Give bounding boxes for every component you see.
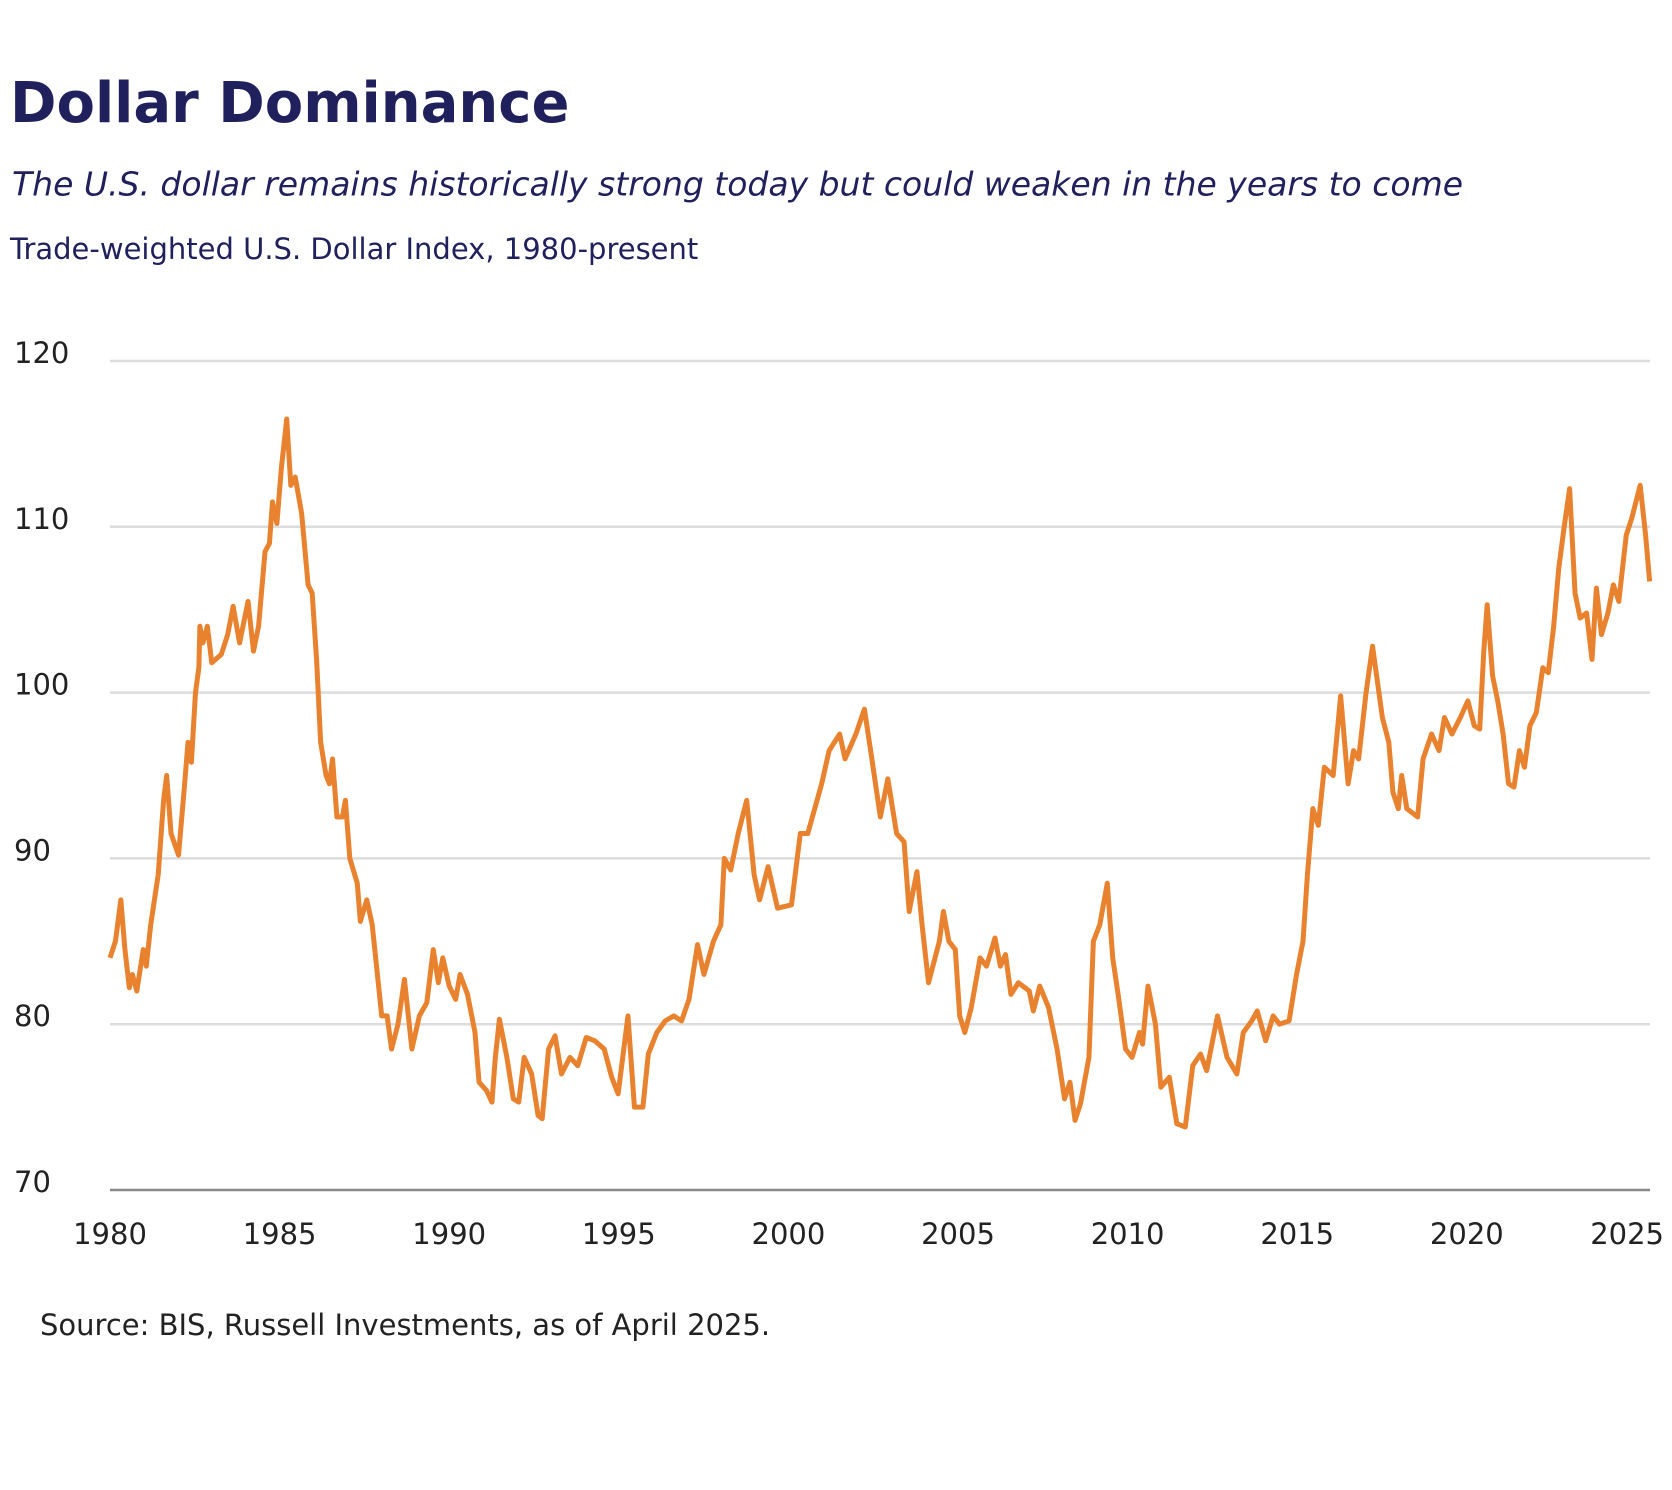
source-note: Source: BIS, Russell Investments, as of … xyxy=(40,1308,770,1342)
x-tick-label: 2025 xyxy=(1590,1217,1664,1251)
y-tick-label: 120 xyxy=(14,336,69,370)
y-tick-label: 100 xyxy=(14,668,69,702)
x-tick-label: 2010 xyxy=(1091,1217,1165,1251)
x-tick-label: 1990 xyxy=(412,1217,486,1251)
chart-description: Trade-weighted U.S. Dollar Index, 1980-p… xyxy=(9,232,698,266)
y-tick-label: 80 xyxy=(14,999,51,1033)
y-tick-label: 90 xyxy=(14,833,51,867)
x-tick-label: 2005 xyxy=(921,1217,995,1251)
x-tick-label: 1985 xyxy=(243,1217,317,1251)
x-tick-label: 2020 xyxy=(1430,1217,1504,1251)
chart-title: Dollar Dominance xyxy=(10,71,569,136)
y-tick-label: 110 xyxy=(14,502,69,536)
y-tick-label: 70 xyxy=(14,1165,51,1199)
x-tick-label: 2015 xyxy=(1260,1217,1334,1251)
x-tick-label: 1980 xyxy=(73,1217,147,1251)
chart-subtitle: The U.S. dollar remains historically str… xyxy=(12,165,1463,204)
x-tick-label: 2000 xyxy=(752,1217,826,1251)
data-line xyxy=(107,416,1653,1130)
x-tick-label: 1995 xyxy=(582,1217,656,1251)
